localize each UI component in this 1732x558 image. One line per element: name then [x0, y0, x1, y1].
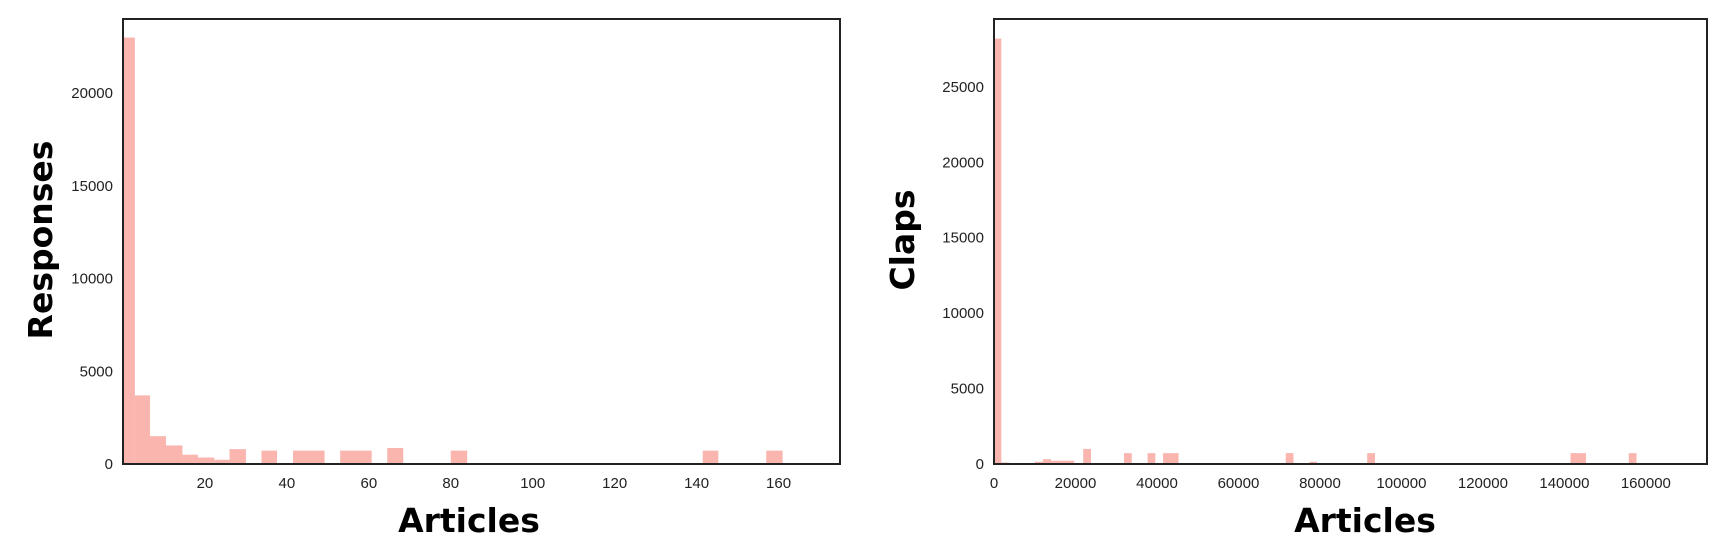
responses-bar-1 [134, 395, 151, 464]
claps-y-tick-label: 25000 [942, 79, 984, 96]
responses-x-tick-label: 80 [442, 475, 459, 492]
claps-y-axis-title: Claps [883, 189, 922, 290]
claps-bar-0 [994, 38, 1002, 464]
responses-x-ticks: 20 40 60 80 100 120 140 160 [197, 475, 791, 492]
responses-x-tick-label: 60 [360, 475, 377, 492]
responses-bar-9 [293, 450, 325, 464]
claps-bar-2 [1034, 461, 1043, 464]
responses-bar-13 [702, 450, 719, 464]
responses-y-tick-label: 0 [105, 456, 113, 473]
claps-y-tick-label: 10000 [942, 305, 984, 322]
claps-bars [994, 38, 1637, 464]
responses-bar-2 [150, 436, 167, 464]
responses-x-tick-label: 100 [520, 475, 545, 492]
claps-bar-5 [1083, 448, 1091, 464]
responses-y-tick-label: 10000 [71, 271, 113, 288]
claps-bar-9 [1285, 453, 1294, 464]
responses-bar-11 [387, 448, 404, 464]
responses-plot-frame [122, 18, 841, 465]
claps-x-tick-label: 0 [990, 475, 998, 492]
responses-bar-6 [214, 459, 230, 464]
claps-y-ticks: 0 5000 10000 15000 20000 25000 [942, 79, 984, 473]
responses-x-tick-label: 40 [279, 475, 296, 492]
responses-y-axis-title: Responses [21, 141, 60, 340]
claps-bar-6 [1123, 453, 1132, 464]
responses-bar-10 [340, 450, 372, 464]
responses-y-tick-label: 15000 [71, 178, 113, 195]
claps-histogram: 0 5000 10000 15000 20000 25000 0 20000 40000 600… [883, 18, 1708, 540]
claps-x-tick-label: 80000 [1299, 475, 1341, 492]
claps-x-tick-label: 60000 [1218, 475, 1260, 492]
responses-bar-4 [182, 454, 198, 464]
responses-y-ticks: 0 5000 10000 15000 20000 [71, 85, 113, 473]
responses-bar-3 [166, 445, 183, 464]
claps-y-tick-label: 15000 [942, 230, 984, 247]
claps-bar-8 [1163, 453, 1179, 464]
claps-bar-12 [1570, 453, 1586, 464]
responses-bar-5 [197, 457, 215, 464]
responses-bar-8 [261, 450, 278, 464]
claps-bar-10 [1309, 461, 1318, 464]
responses-histogram: 0 5000 10000 15000 20000 20 40 60 80 100 120 140 16… [21, 18, 841, 540]
claps-bar-3 [1042, 459, 1052, 464]
responses-x-axis-title: Articles [398, 501, 540, 540]
claps-x-tick-label: 160000 [1621, 475, 1671, 492]
responses-bars [123, 37, 783, 465]
claps-bar-13 [1628, 453, 1637, 464]
claps-bar-11 [1367, 453, 1375, 464]
claps-x-ticks: 0 20000 40000 60000 80000 100000 120000 140000 1… [990, 475, 1671, 492]
claps-x-tick-label: 40000 [1136, 475, 1178, 492]
responses-bar-0 [123, 37, 135, 465]
claps-x-tick-label: 20000 [1055, 475, 1097, 492]
responses-x-tick-label: 140 [684, 475, 709, 492]
claps-bar-4 [1051, 460, 1075, 464]
responses-bar-12 [450, 450, 468, 464]
responses-bar-7 [229, 449, 246, 464]
responses-bar-14 [766, 450, 783, 464]
responses-x-tick-label: 120 [602, 475, 627, 492]
responses-y-tick-label: 5000 [80, 363, 113, 380]
claps-x-axis-title: Articles [1294, 501, 1436, 540]
responses-x-tick-label: 160 [766, 475, 791, 492]
claps-bar-7 [1147, 453, 1156, 464]
claps-y-tick-label: 0 [976, 456, 984, 473]
claps-x-tick-label: 140000 [1539, 475, 1589, 492]
claps-x-tick-label: 120000 [1458, 475, 1508, 492]
responses-y-tick-label: 20000 [71, 85, 113, 102]
claps-x-tick-label: 100000 [1376, 475, 1426, 492]
claps-plot-frame [993, 18, 1708, 465]
responses-x-tick-label: 20 [197, 475, 214, 492]
claps-y-tick-label: 20000 [942, 154, 984, 171]
claps-y-tick-label: 5000 [951, 381, 984, 398]
